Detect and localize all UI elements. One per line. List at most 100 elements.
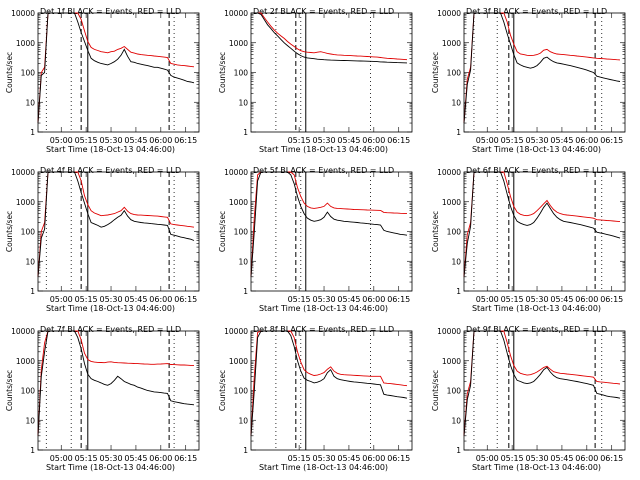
y-tick-label: 1: [30, 128, 35, 137]
chart-title: Det 5f BLACK = Events, RED = LLD: [253, 166, 394, 175]
x-axis-label: Start Time (18-Oct-13 04:46:00): [46, 304, 175, 313]
plot-frame: [37, 171, 200, 292]
x-tick-label: 05:30: [99, 454, 122, 463]
y-tick-label: 100: [21, 387, 36, 396]
x-tick-label: 06:00: [575, 454, 598, 463]
x-tick-label: 06:15: [387, 136, 410, 145]
detector-chart-3: Det 3f BLACK = Events, RED = LLD 1 10 100 10…: [431, 7, 626, 154]
x-tick-label: 06:15: [600, 136, 623, 145]
y-tick-label: 10: [238, 257, 248, 266]
x-tick-label: 06:00: [149, 136, 172, 145]
plot-frame: [250, 330, 413, 451]
y-tick-label: 10: [25, 98, 35, 107]
y-tick-label: 10000: [11, 168, 35, 177]
detector-chart-2: Det 2f BLACK = Events, RED = LLD 1 10 100 10…: [218, 7, 413, 154]
y-tick-label: 1: [456, 446, 461, 455]
x-tick-label: 05:00: [50, 136, 73, 145]
y-tick-label: 10000: [437, 168, 461, 177]
y-tick-label: 100: [21, 228, 36, 237]
y-tick-label: 10000: [437, 327, 461, 336]
x-tick-label: 06:00: [575, 136, 598, 145]
y-tick-label: 1: [30, 287, 35, 296]
x-tick-label: 05:15: [75, 136, 98, 145]
y-tick-label: 10000: [11, 327, 35, 336]
x-tick-label: 05:00: [50, 454, 73, 463]
x-tick-label: 05:00: [476, 454, 499, 463]
chart-title: Det 7f BLACK = Events, RED = LLD: [40, 325, 181, 334]
x-tick-label: 05:15: [288, 136, 311, 145]
x-tick-label: 06:15: [600, 295, 623, 304]
detector-chart-7: Det 7f BLACK = Events, RED = LLD 1 10 100 10…: [5, 325, 200, 472]
y-tick-label: 1: [456, 128, 461, 137]
x-tick-label: 05:15: [501, 295, 524, 304]
y-tick-label: 1000: [16, 357, 35, 366]
y-axis-label: Counts/sec: [431, 211, 440, 252]
x-tick-label: 06:00: [149, 295, 172, 304]
y-tick-label: 100: [234, 228, 249, 237]
plot-frame: [37, 12, 200, 133]
y-tick-label: 1000: [16, 39, 35, 48]
x-tick-label: 05:45: [550, 136, 573, 145]
plot-frame: [463, 12, 626, 133]
chart-title: Det 6f BLACK = Events, RED = LLD: [466, 166, 607, 175]
y-tick-label: 10000: [224, 9, 248, 18]
y-tick-label: 10000: [224, 327, 248, 336]
chart-title: Det 9f BLACK = Events, RED = LLD: [466, 325, 607, 334]
series-line-black: [463, 171, 621, 277]
x-axis-label: Start Time (18-Oct-13 04:46:00): [472, 145, 601, 154]
detector-chart-1: Det 1f BLACK = Events, RED = LLD 1 10 100 10…: [5, 7, 200, 154]
series-line-red: [37, 12, 195, 124]
y-axis-label: Counts/sec: [218, 370, 227, 411]
y-tick-label: 10000: [224, 168, 248, 177]
y-tick-label: 1: [30, 446, 35, 455]
x-tick-label: 05:45: [337, 454, 360, 463]
series-line-red: [251, 12, 408, 61]
plot-frame: [463, 330, 626, 451]
y-tick-label: 10000: [11, 9, 35, 18]
y-tick-label: 1000: [229, 39, 248, 48]
y-tick-label: 1000: [229, 357, 248, 366]
series-line-red: [250, 171, 408, 277]
x-tick-label: 05:30: [99, 295, 122, 304]
chart-title: Det 4f BLACK = Events, RED = LLD: [40, 166, 181, 175]
x-axis-label: Start Time (18-Oct-13 04:46:00): [472, 304, 601, 313]
y-tick-label: 100: [447, 228, 462, 237]
chart-title: Det 1f BLACK = Events, RED = LLD: [40, 7, 181, 16]
x-tick-label: 06:00: [362, 136, 385, 145]
y-axis-label: Counts/sec: [218, 211, 227, 252]
detector-chart-5: Det 5f BLACK = Events, RED = LLD 1 10 100 10…: [218, 166, 413, 313]
y-tick-label: 1000: [442, 198, 461, 207]
x-axis-label: Start Time (18-Oct-13 04:46:00): [472, 463, 601, 472]
y-tick-label: 1: [243, 446, 248, 455]
y-tick-label: 100: [21, 69, 36, 78]
y-tick-label: 10: [25, 416, 35, 425]
x-tick-label: 05:30: [525, 295, 548, 304]
series-line-red: [37, 171, 195, 277]
y-axis-label: Counts/sec: [431, 52, 440, 93]
series-line-black: [37, 12, 195, 124]
x-tick-label: 05:45: [337, 136, 360, 145]
series-line-red: [463, 171, 621, 277]
x-tick-label: 06:15: [387, 295, 410, 304]
x-tick-label: 06:15: [174, 295, 197, 304]
x-tick-label: 05:15: [501, 136, 524, 145]
y-tick-label: 1000: [442, 357, 461, 366]
y-axis-label: Counts/sec: [5, 211, 14, 252]
y-tick-label: 1000: [442, 39, 461, 48]
x-tick-label: 05:30: [312, 295, 335, 304]
x-tick-label: 05:30: [312, 136, 335, 145]
x-tick-label: 06:00: [575, 295, 598, 304]
series-line-black: [37, 330, 195, 436]
x-tick-label: 05:15: [288, 454, 311, 463]
x-axis-label: Start Time (18-Oct-13 04:46:00): [259, 145, 388, 154]
x-tick-label: 05:45: [124, 295, 147, 304]
x-tick-label: 05:45: [550, 454, 573, 463]
x-tick-label: 06:00: [149, 454, 172, 463]
series-line-red: [463, 330, 621, 436]
series-line-black: [250, 171, 408, 277]
x-axis-label: Start Time (18-Oct-13 04:46:00): [46, 463, 175, 472]
series-line-red: [37, 330, 194, 436]
y-tick-label: 10: [451, 257, 461, 266]
y-tick-label: 10: [238, 416, 248, 425]
